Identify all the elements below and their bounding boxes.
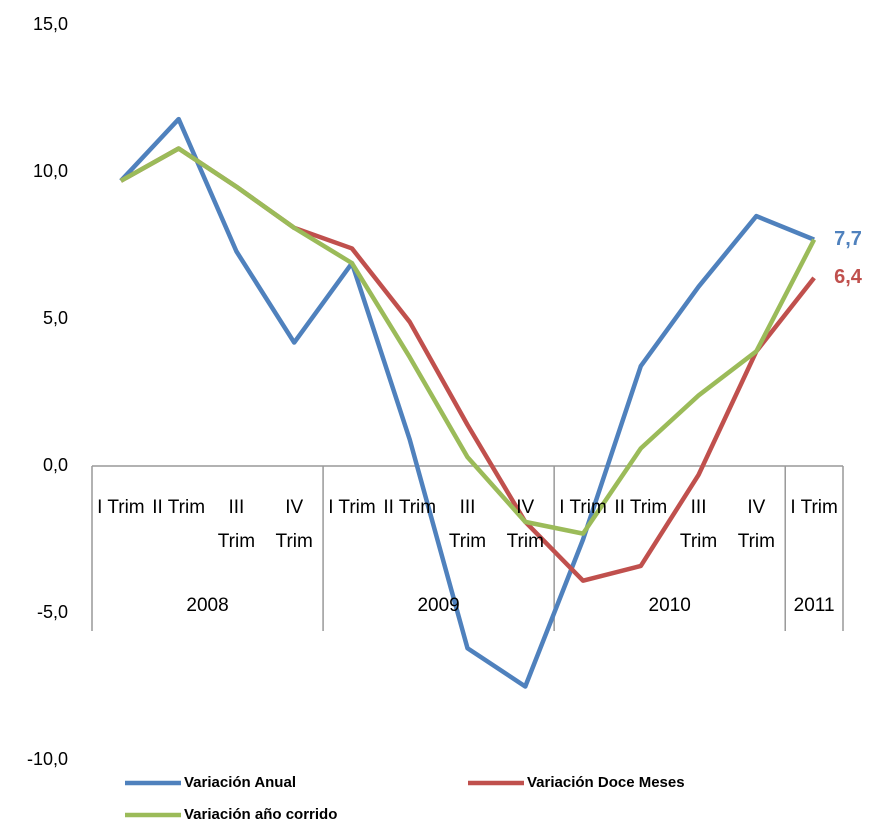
x-tick-label: II Trim	[152, 497, 206, 518]
x-tick-label: I Trim	[328, 497, 376, 518]
x-tick-label: I Trim	[559, 497, 607, 518]
y-tick-label: 0,0	[43, 455, 68, 475]
legend-label: Variación Doce Meses	[527, 774, 685, 791]
y-tick-label: -10,0	[27, 749, 68, 769]
value-label: 6,4	[834, 266, 863, 288]
x-tick-label: III Trim	[217, 497, 256, 552]
value-label: 7,7	[834, 228, 862, 250]
x-tick-label: IV Trim	[275, 497, 313, 552]
x-tick-label: IV Trim	[737, 497, 775, 552]
x-tick-label: I Trim	[97, 497, 145, 518]
x-tick-label: IV Trim	[506, 497, 544, 552]
y-tick-label: 5,0	[43, 308, 68, 328]
group-label: 2011	[793, 595, 835, 616]
y-tick-label: 15,0	[33, 14, 68, 34]
x-tick-label: III Trim	[679, 497, 718, 552]
y-tick-label: -5,0	[37, 602, 68, 622]
x-tick-label: II Trim	[383, 497, 437, 518]
x-tick-label: I Trim	[790, 497, 838, 518]
series-line	[119, 116, 815, 689]
legend-label: Variación año corrido	[184, 806, 337, 823]
group-label: 2010	[648, 595, 691, 616]
legend-label: Variación Anual	[184, 774, 296, 791]
group-label: 2009	[417, 595, 460, 616]
x-tick-label: II Trim	[614, 497, 668, 518]
x-tick-label: III Trim	[448, 497, 487, 552]
series-line	[119, 146, 817, 536]
y-tick-label: 10,0	[33, 161, 68, 181]
group-label: 2008	[186, 595, 229, 616]
